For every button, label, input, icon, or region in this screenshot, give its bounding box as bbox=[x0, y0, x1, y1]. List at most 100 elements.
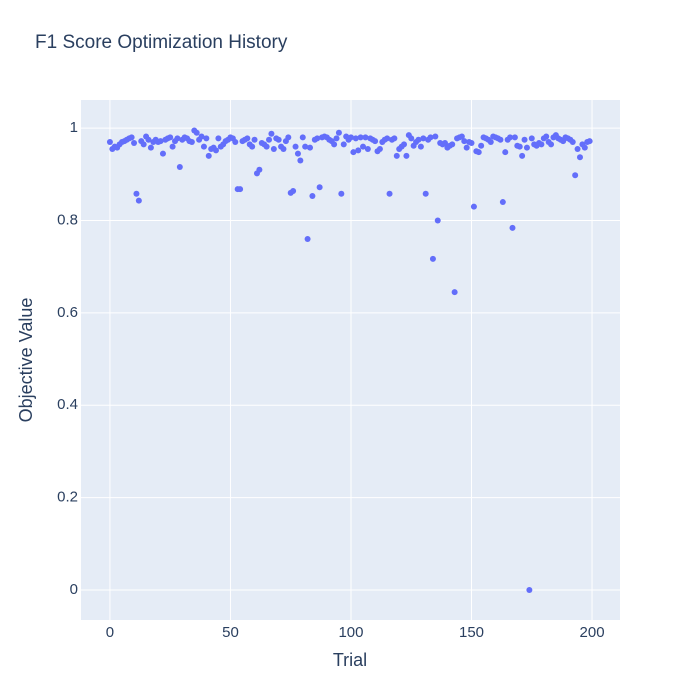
point bbox=[427, 134, 434, 141]
point bbox=[475, 149, 482, 156]
point bbox=[516, 143, 523, 150]
point bbox=[543, 133, 550, 140]
point bbox=[212, 147, 219, 154]
points bbox=[106, 127, 593, 593]
point bbox=[256, 166, 263, 173]
point bbox=[586, 138, 593, 145]
point bbox=[523, 144, 530, 151]
point bbox=[478, 142, 485, 149]
point bbox=[511, 134, 518, 141]
point bbox=[193, 129, 200, 136]
point bbox=[174, 135, 181, 142]
point bbox=[526, 586, 533, 593]
point bbox=[263, 143, 270, 150]
point bbox=[528, 135, 535, 142]
point bbox=[157, 138, 164, 145]
point bbox=[569, 139, 576, 146]
point bbox=[451, 289, 458, 296]
point bbox=[176, 163, 183, 170]
point bbox=[502, 149, 509, 156]
point bbox=[335, 129, 342, 136]
point bbox=[376, 145, 383, 152]
point bbox=[340, 141, 347, 148]
point bbox=[297, 157, 304, 164]
point bbox=[449, 141, 456, 148]
point bbox=[415, 136, 422, 143]
point bbox=[408, 135, 415, 142]
point bbox=[470, 203, 477, 210]
point bbox=[357, 134, 364, 141]
y-tick-label: 0.8 bbox=[57, 212, 78, 229]
point bbox=[468, 139, 475, 146]
point bbox=[572, 172, 579, 179]
point bbox=[499, 199, 506, 206]
point bbox=[458, 133, 465, 140]
point bbox=[441, 139, 448, 146]
point bbox=[128, 134, 135, 141]
point bbox=[205, 152, 212, 159]
point bbox=[372, 138, 379, 145]
point bbox=[294, 150, 301, 157]
point bbox=[432, 133, 439, 140]
x-tick-label: 0 bbox=[106, 624, 114, 641]
point bbox=[521, 136, 528, 143]
point bbox=[270, 145, 277, 152]
point bbox=[131, 139, 138, 146]
y-tick-label: 0.6 bbox=[57, 304, 78, 321]
point bbox=[251, 136, 258, 143]
point bbox=[576, 154, 583, 161]
point bbox=[133, 190, 140, 197]
point bbox=[360, 143, 367, 150]
y-tick-label: 0 bbox=[70, 581, 78, 598]
point bbox=[581, 144, 588, 151]
point bbox=[290, 187, 297, 194]
chart-title: F1 Score Optimization History bbox=[35, 32, 288, 53]
point bbox=[309, 193, 316, 200]
point bbox=[302, 143, 309, 150]
point bbox=[215, 135, 222, 142]
point bbox=[391, 135, 398, 142]
point bbox=[338, 190, 345, 197]
point bbox=[487, 139, 494, 146]
point bbox=[420, 135, 427, 142]
y-tick-label: 0.2 bbox=[57, 489, 78, 506]
point bbox=[200, 143, 207, 150]
point bbox=[352, 135, 359, 142]
point bbox=[280, 145, 287, 152]
point bbox=[355, 147, 362, 154]
x-tick-label: 50 bbox=[222, 624, 239, 641]
point bbox=[574, 145, 581, 152]
point bbox=[106, 139, 113, 146]
point bbox=[386, 190, 393, 197]
point bbox=[461, 138, 468, 145]
point bbox=[249, 143, 256, 150]
point bbox=[509, 224, 516, 231]
point bbox=[434, 217, 441, 224]
point bbox=[333, 135, 340, 142]
point bbox=[538, 141, 545, 148]
point bbox=[507, 134, 514, 141]
point bbox=[135, 197, 142, 204]
point bbox=[159, 150, 166, 157]
point bbox=[292, 143, 299, 150]
y-axis-title: Objective Value bbox=[16, 298, 36, 423]
y-tick-label: 0.4 bbox=[57, 396, 78, 413]
point bbox=[145, 136, 152, 143]
point bbox=[331, 141, 338, 148]
point bbox=[304, 236, 311, 243]
point bbox=[463, 144, 470, 151]
point bbox=[393, 152, 400, 159]
point bbox=[417, 143, 424, 150]
x-axis-title: Trial bbox=[333, 650, 367, 670]
x-tick-label: 200 bbox=[580, 624, 605, 641]
point bbox=[169, 143, 176, 150]
point bbox=[401, 141, 408, 148]
point bbox=[347, 134, 354, 141]
point bbox=[364, 145, 371, 152]
point bbox=[244, 135, 251, 142]
point bbox=[198, 133, 205, 140]
y-tick-label: 1 bbox=[70, 119, 78, 136]
point bbox=[232, 139, 239, 146]
point bbox=[316, 184, 323, 191]
